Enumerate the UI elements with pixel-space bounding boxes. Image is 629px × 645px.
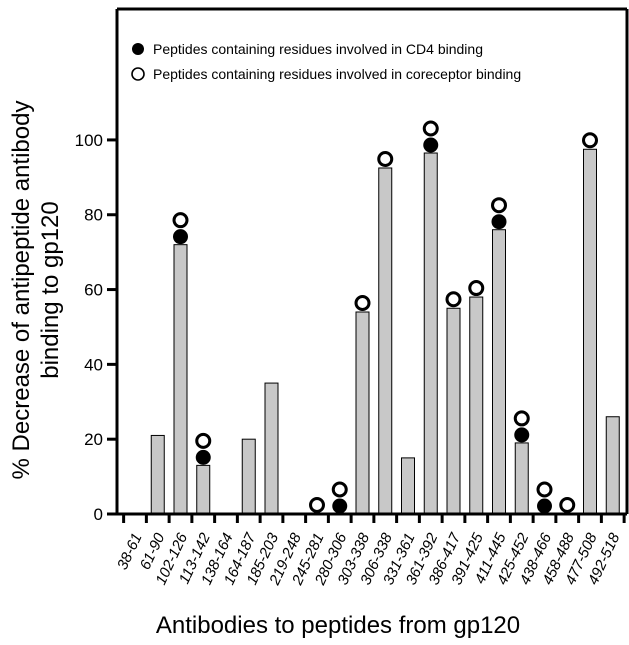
cd4-marker-411-445	[491, 214, 507, 230]
coreceptor-marker-425-452	[513, 410, 530, 427]
y-axis: 0 20 40 60 80 100	[75, 9, 119, 524]
bar-425-452	[514, 442, 529, 515]
bar-61-90	[150, 434, 165, 515]
y-axis-title-line-2: binding to gp120	[37, 201, 64, 379]
coreceptor-marker-386-417	[445, 291, 462, 308]
y-tick-label-100: 100	[75, 131, 103, 150]
coreceptor-marker-280-306	[331, 481, 348, 498]
bar-113-142	[196, 464, 211, 515]
bar-102-126	[173, 244, 188, 515]
coreceptor-marker-411-445	[491, 197, 507, 214]
y-tick-label-80: 80	[84, 206, 103, 225]
cd4-marker-113-142	[195, 449, 211, 465]
x-axis-title: Antibodies to peptides from gp120	[156, 612, 520, 639]
coreceptor-marker-477-508	[582, 132, 598, 149]
legend-cd4-label: Peptides containing residues involved in…	[153, 41, 483, 57]
coreceptor-marker-306-338	[377, 150, 394, 167]
y-tick-label-40: 40	[84, 355, 103, 374]
coreceptor-marker-245-281	[309, 497, 325, 513]
y-axis-title-line-1: % Decrease of antipeptide antibody	[8, 101, 35, 480]
coreceptor-marker-391-425	[468, 280, 485, 297]
bar-386-417	[446, 307, 461, 515]
bar-306-338	[378, 167, 393, 515]
bar-391-425	[469, 296, 484, 515]
legend-filled-circle-icon	[132, 43, 144, 55]
cd4-marker-361-392	[423, 137, 439, 153]
bars	[150, 148, 620, 515]
bar-185-203	[264, 382, 279, 515]
bar-164-187	[241, 438, 256, 515]
coreceptor-marker-438-466	[536, 481, 553, 498]
y-tick-label-60: 60	[84, 281, 103, 300]
y-tick-label-20: 20	[84, 430, 103, 449]
cd4-marker-438-466	[537, 498, 552, 514]
bar-477-508	[583, 148, 597, 515]
x-axis: 38-6161-90102-126113-142138-164164-18718…	[114, 512, 627, 589]
coreceptor-marker-361-392	[422, 120, 439, 137]
bar-331-361	[401, 457, 415, 515]
coreceptor-marker-113-142	[195, 432, 212, 449]
coreceptor-marker-303-338	[354, 295, 371, 311]
cd4-marker-102-126	[173, 229, 188, 245]
bar-492-518	[605, 416, 620, 515]
legend-open-circle-icon	[131, 67, 145, 81]
bar-303-338	[355, 311, 370, 515]
coreceptor-marker-458-488	[559, 497, 576, 513]
y-tick-label-0: 0	[94, 505, 103, 524]
plot-frame	[117, 7, 629, 514]
cd4-marker-425-452	[514, 427, 530, 443]
cd4-marker-280-306	[332, 498, 348, 514]
bar-361-392	[423, 152, 438, 515]
legend: Peptides containing residues involved in…	[131, 41, 521, 82]
legend-coreceptor-label: Peptides containing residues involved in…	[153, 66, 521, 82]
bar-411-445	[492, 229, 506, 515]
markers	[172, 120, 598, 514]
coreceptor-marker-102-126	[172, 212, 189, 229]
